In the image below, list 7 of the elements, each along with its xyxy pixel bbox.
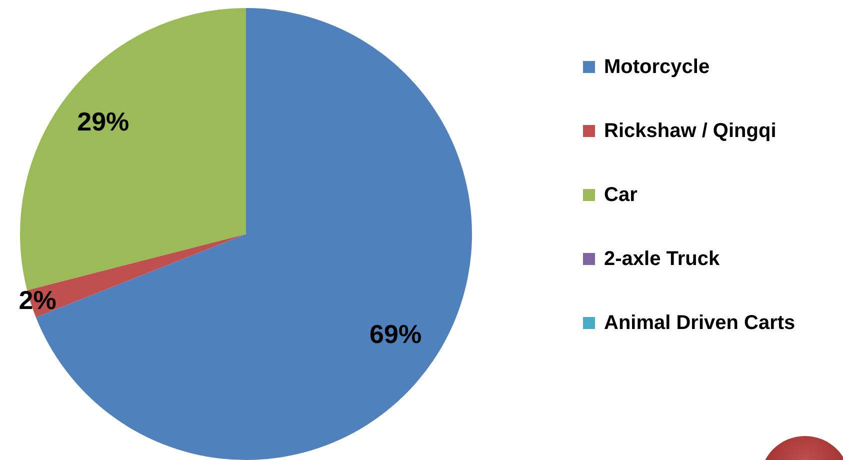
legend-label: 2-axle Truck	[604, 248, 720, 270]
legend-label: Rickshaw / Qingqi	[604, 120, 776, 142]
data-label: 29%	[77, 106, 130, 136]
data-label: 69%	[370, 318, 422, 349]
legend-label: Car	[604, 184, 638, 206]
legend-label: Motorcycle	[604, 56, 710, 78]
legend-label: Animal Driven Carts	[604, 312, 796, 334]
